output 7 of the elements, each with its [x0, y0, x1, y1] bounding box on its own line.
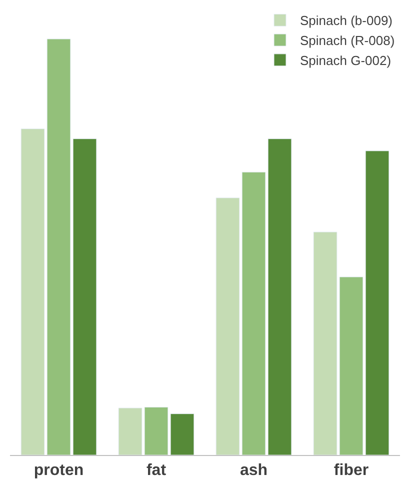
x-tick-label: proten [34, 462, 84, 480]
x-tick-label: fiber [334, 462, 369, 480]
x-tick-label: fat [146, 462, 167, 480]
legend-label: Spinach (R-008) [300, 33, 395, 48]
legend-label: Spinach G-002) [300, 53, 392, 68]
legend-label: Spinach (b-009) [300, 13, 392, 28]
x-tick-label: ash [240, 462, 268, 480]
